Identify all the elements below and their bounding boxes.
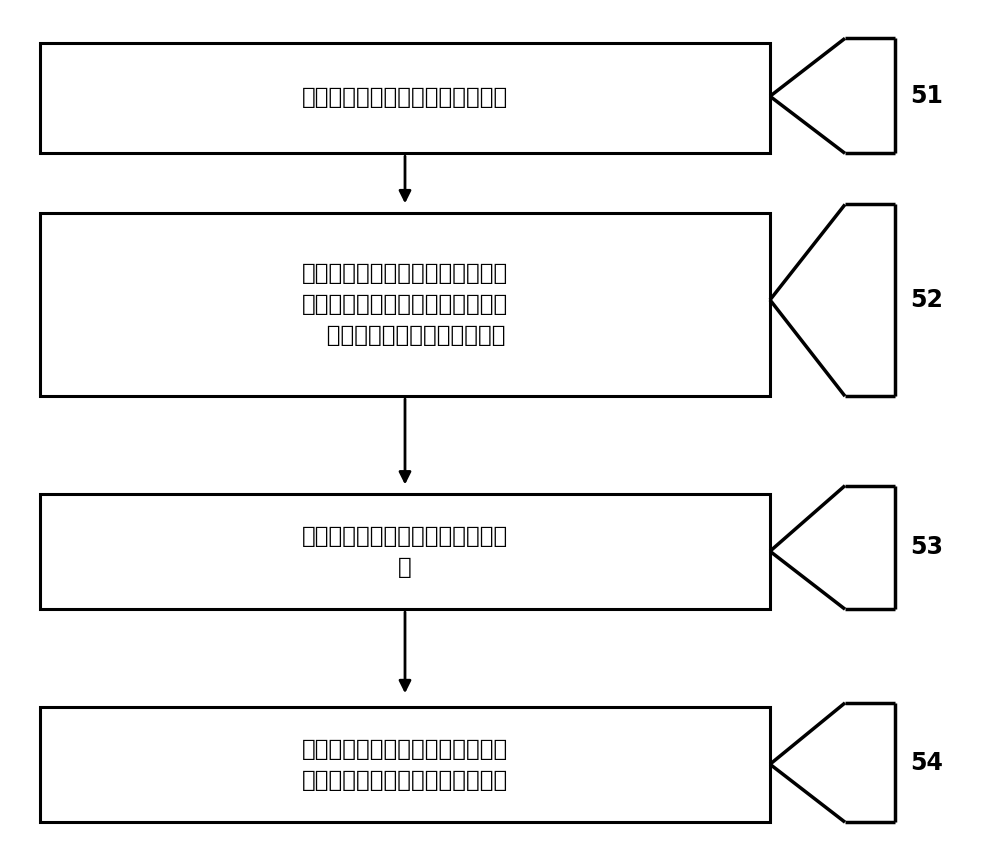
- Text: 53: 53: [910, 535, 943, 560]
- Text: 51: 51: [910, 83, 943, 108]
- Text: 52: 52: [910, 288, 943, 313]
- Text: 54: 54: [910, 751, 943, 774]
- Text: 对基准片的设计外径公差进行调整: 对基准片的设计外径公差进行调整: [302, 87, 508, 109]
- Text: 根据调整后的基准片的设计外径公
差进行基准片加工，根据校正片的
   设计外径公差进行校正片加工: 根据调整后的基准片的设计外径公 差进行基准片加工，根据校正片的 设计外径公差进行…: [302, 262, 508, 347]
- Text: 使用所述偏心夹具将所述基准片和
所述校正片一一胶合得到胶合透镜: 使用所述偏心夹具将所述基准片和 所述校正片一一胶合得到胶合透镜: [302, 738, 508, 792]
- FancyBboxPatch shape: [40, 213, 770, 396]
- FancyBboxPatch shape: [40, 43, 770, 153]
- FancyBboxPatch shape: [40, 707, 770, 822]
- FancyBboxPatch shape: [40, 494, 770, 609]
- Text: 根据所述基准片的首样调整偏心夹
具: 根据所述基准片的首样调整偏心夹 具: [302, 525, 508, 579]
